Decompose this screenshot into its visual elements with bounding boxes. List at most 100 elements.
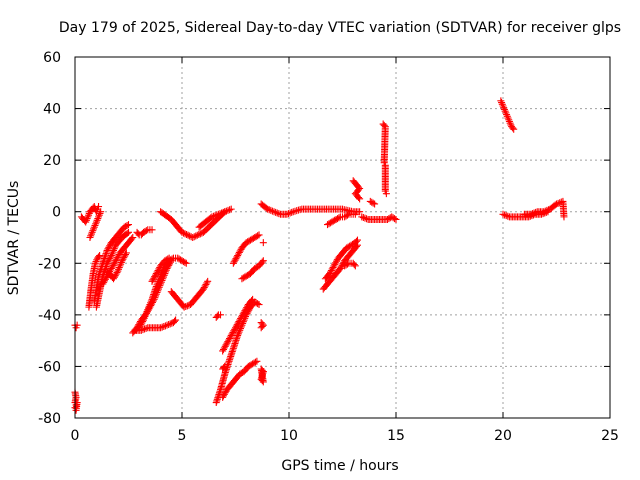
data-point xyxy=(104,245,112,253)
data-point xyxy=(527,210,535,218)
data-point xyxy=(217,311,225,319)
data-point xyxy=(157,270,165,278)
data-point xyxy=(83,215,91,223)
data-point xyxy=(207,214,215,222)
series-sat-t xyxy=(212,311,229,373)
y-tick-label: 0 xyxy=(52,205,61,221)
data-point xyxy=(92,218,100,226)
x-tick-label: 25 xyxy=(601,428,619,444)
data-point xyxy=(93,256,101,264)
data-point xyxy=(242,305,250,313)
data-point xyxy=(358,213,366,221)
data-point xyxy=(228,330,236,338)
data-point xyxy=(157,324,165,332)
data-point xyxy=(235,248,243,256)
data-point xyxy=(275,210,283,218)
data-point xyxy=(504,212,512,220)
data-point xyxy=(111,243,119,251)
data-point xyxy=(86,234,94,241)
data-point xyxy=(111,258,119,266)
series-sat-v xyxy=(238,257,267,283)
data-point xyxy=(501,107,509,115)
series-sat-ae xyxy=(366,197,379,208)
data-point xyxy=(352,237,360,245)
data-point xyxy=(507,121,515,129)
data-point xyxy=(227,331,235,339)
data-point xyxy=(105,256,113,264)
data-point xyxy=(109,248,117,256)
data-point xyxy=(498,99,506,107)
data-point xyxy=(154,267,162,275)
data-point xyxy=(237,314,245,322)
data-point xyxy=(102,274,110,282)
data-point xyxy=(84,213,92,221)
data-point xyxy=(195,231,203,239)
data-point xyxy=(223,339,231,347)
data-point xyxy=(181,230,189,238)
series-sat-aa xyxy=(324,210,359,229)
data-point xyxy=(117,260,125,268)
data-point xyxy=(259,239,267,247)
data-point xyxy=(503,112,511,120)
data-point xyxy=(189,234,197,241)
data-point xyxy=(221,208,229,216)
data-point xyxy=(193,231,201,239)
data-point xyxy=(95,203,103,211)
axis-ticks: 0 5 10 15 20 25 -80 -60 -40 -20 0 20 40 60 xyxy=(38,50,619,444)
data-point xyxy=(96,252,104,260)
data-point xyxy=(96,209,104,217)
data-point xyxy=(343,260,351,268)
data-point xyxy=(101,275,109,283)
data-point xyxy=(329,263,337,271)
data-point xyxy=(350,261,358,269)
data-point xyxy=(164,255,172,263)
data-point xyxy=(251,358,259,366)
data-point xyxy=(361,214,369,222)
data-point xyxy=(203,279,211,287)
data-point xyxy=(267,206,275,214)
data-point xyxy=(116,262,124,270)
series-sat-z xyxy=(321,236,361,283)
data-point xyxy=(154,279,162,287)
data-point xyxy=(139,316,147,324)
data-point xyxy=(229,259,237,267)
data-point xyxy=(85,211,93,219)
data-point xyxy=(158,269,166,277)
data-point xyxy=(222,207,230,215)
data-point xyxy=(333,257,341,265)
data-point xyxy=(210,212,218,220)
data-point xyxy=(85,209,93,217)
data-point xyxy=(227,205,235,213)
data-point xyxy=(157,272,165,280)
plot-frame xyxy=(74,56,611,419)
data-point xyxy=(92,220,100,228)
data-point xyxy=(120,254,128,262)
data-point xyxy=(163,321,171,329)
data-point xyxy=(114,252,122,260)
data-point xyxy=(221,389,229,397)
data-point xyxy=(97,208,105,216)
data-point xyxy=(560,213,568,221)
data-point xyxy=(551,201,559,209)
data-point xyxy=(95,211,103,219)
data-point xyxy=(332,259,340,267)
data-point xyxy=(128,235,136,243)
data-point xyxy=(240,308,248,316)
data-point xyxy=(115,265,123,273)
data-point xyxy=(391,215,399,223)
data-point xyxy=(262,204,270,212)
data-point xyxy=(230,258,238,266)
data-point xyxy=(218,209,226,217)
data-point xyxy=(111,272,119,280)
series-sat-ad xyxy=(358,120,400,223)
series-sat-s xyxy=(219,295,257,355)
data-point xyxy=(182,302,190,310)
data-point xyxy=(234,250,242,258)
data-point xyxy=(104,258,112,266)
data-point xyxy=(343,211,351,219)
data-point xyxy=(150,274,158,282)
data-point xyxy=(237,313,245,321)
data-point xyxy=(158,323,166,331)
data-point xyxy=(181,258,189,266)
data-point xyxy=(221,342,229,350)
